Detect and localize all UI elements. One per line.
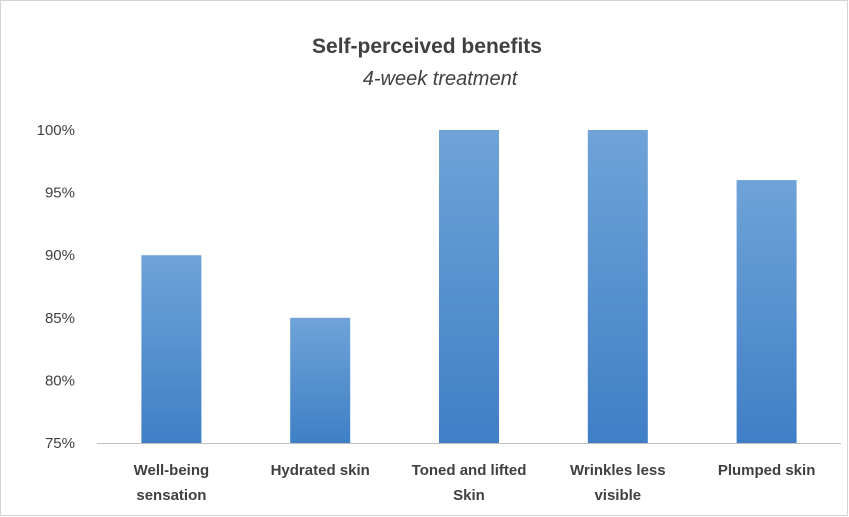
chart-subtitle: 4-week treatment: [363, 68, 519, 90]
y-tick-label: 75%: [45, 435, 75, 452]
y-tick-label: 90%: [45, 247, 75, 264]
bar: [736, 180, 797, 443]
x-tick-label: Wrinkles less: [570, 462, 666, 479]
bars-group: [141, 130, 797, 443]
x-tick-label: sensation: [136, 487, 206, 504]
y-tick-label: 85%: [45, 310, 75, 327]
bar: [141, 255, 202, 443]
x-tick-label: Hydrated skin: [271, 462, 370, 479]
bar: [290, 317, 351, 443]
x-tick-label: Skin: [453, 487, 485, 504]
x-axis-labels: Well-being sensation Hydrated skin Toned an…: [134, 462, 816, 504]
y-tick-label: 80%: [45, 372, 75, 389]
x-tick-label: Well-being: [134, 462, 210, 479]
y-tick-label: 95%: [45, 185, 75, 202]
y-tick-label: 100%: [37, 122, 75, 139]
bar: [439, 130, 499, 443]
x-tick-label: visible: [594, 487, 641, 504]
x-tick-label: Plumped skin: [718, 462, 816, 479]
bar: [587, 130, 648, 443]
x-tick-label: Toned and lifted: [412, 462, 527, 479]
y-axis-ticks: 75% 80% 85% 90% 95% 100%: [37, 122, 75, 452]
chart-title: Self-perceived benefits: [312, 35, 542, 58]
